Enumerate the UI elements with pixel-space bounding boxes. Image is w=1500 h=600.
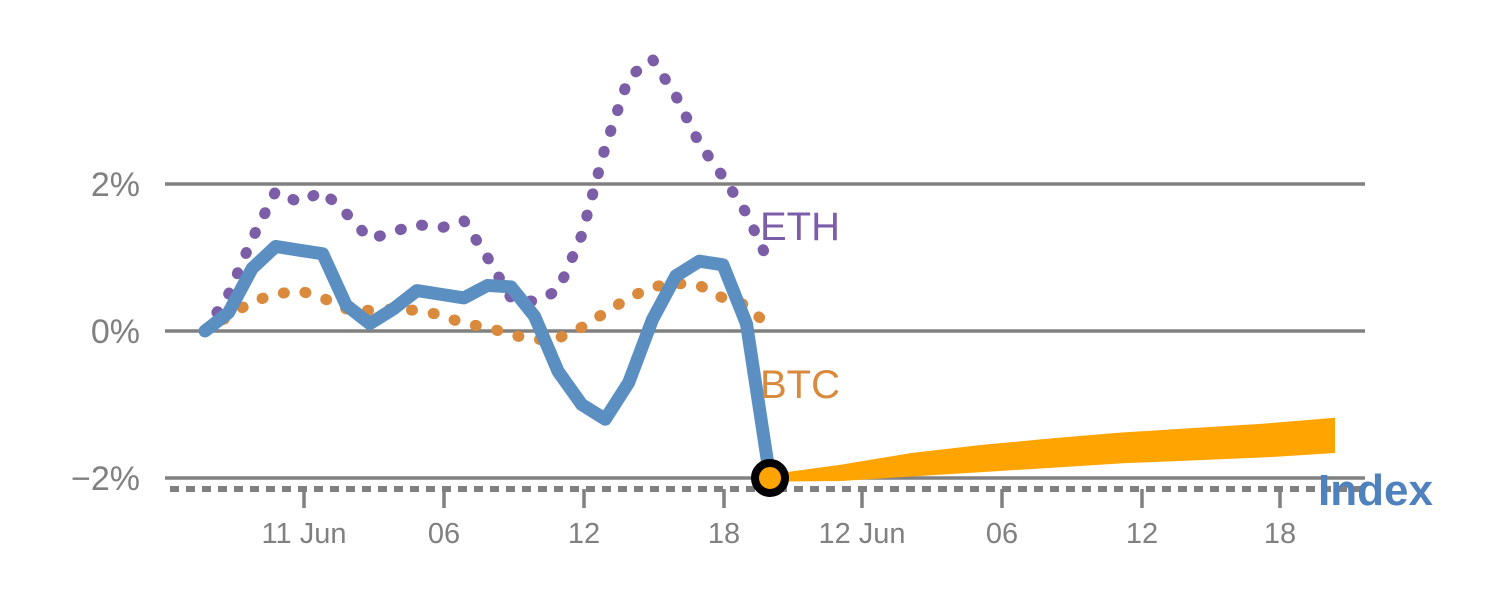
- series-line-eth: [199, 53, 776, 337]
- xtick-label-6: 12: [1126, 518, 1158, 550]
- ytick-label-2pct: 2%: [91, 166, 140, 204]
- series-line-index: [198, 239, 777, 485]
- ytick-label-minus2pct: −2%: [71, 460, 140, 498]
- xtick-label-3: 18: [708, 518, 740, 550]
- xtick-label-7: 18: [1264, 518, 1296, 550]
- series-label-index: Index: [1318, 466, 1433, 515]
- current-value-marker[interactable]: [751, 459, 789, 497]
- xtick-label-5: 06: [986, 518, 1018, 550]
- xtick-label-2: 12: [568, 518, 600, 550]
- xtick-label-0: 11 Jun: [262, 518, 347, 550]
- x-axis-tick-labels: 11 Jun 06 12 18 12 Jun 06 12 18: [262, 518, 1297, 550]
- xtick-label-1: 06: [428, 518, 460, 550]
- series-label-eth: ETH: [760, 205, 840, 249]
- xtick-label-4: 12 Jun: [818, 518, 905, 550]
- y-axis-tick-labels: 2% 0% −2%: [71, 166, 140, 498]
- series-label-btc: BTC: [760, 363, 840, 407]
- ytick-label-0pct: 0%: [91, 313, 140, 351]
- forecast-cone-band: [770, 417, 1335, 482]
- x-axis-ticks-group: [302, 489, 1282, 508]
